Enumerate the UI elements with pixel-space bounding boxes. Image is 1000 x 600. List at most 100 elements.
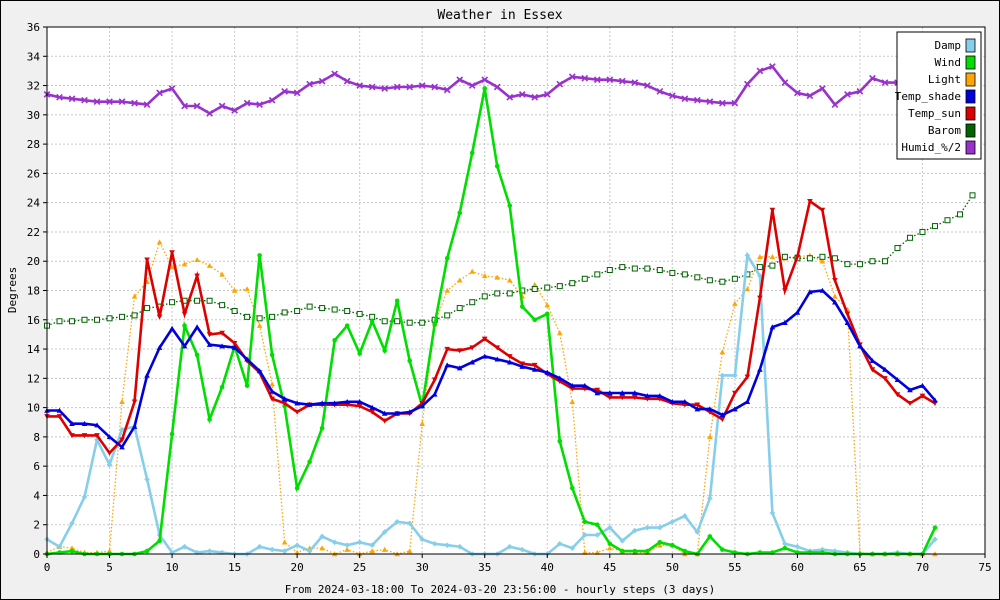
- data-point: [106, 434, 113, 440]
- data-point: [544, 311, 550, 317]
- data-point: [794, 254, 801, 260]
- data-point: [844, 319, 851, 325]
- data-point: [531, 362, 538, 368]
- data-point: [93, 98, 101, 106]
- data-point: [106, 548, 113, 554]
- legend-entry-label: Humid_%/2: [901, 141, 961, 154]
- data-point: [281, 88, 288, 95]
- data-point: [581, 382, 588, 388]
- data-point: [856, 261, 863, 268]
- data-point: [494, 345, 501, 351]
- data-point: [394, 518, 400, 525]
- data-point: [381, 85, 389, 92]
- data-point: [919, 393, 926, 399]
- x-tick-label: 50: [666, 561, 679, 574]
- data-point: [632, 395, 638, 401]
- data-point: [832, 293, 838, 299]
- legend-entry-label: Damp: [935, 39, 962, 52]
- data-point: [794, 89, 801, 97]
- data-point: [381, 410, 388, 416]
- data-point: [881, 258, 888, 265]
- data-point: [231, 344, 238, 350]
- data-point: [519, 546, 526, 553]
- data-point: [181, 102, 188, 110]
- data-point: [694, 529, 701, 535]
- data-point: [719, 349, 726, 355]
- data-point: [181, 343, 188, 349]
- data-point: [757, 295, 763, 301]
- data-point: [194, 324, 200, 330]
- data-point: [969, 192, 976, 199]
- data-point: [806, 92, 814, 100]
- data-point: [206, 262, 213, 268]
- data-point: [645, 548, 650, 554]
- data-point: [782, 540, 788, 547]
- data-point: [607, 545, 613, 551]
- data-point: [494, 163, 500, 169]
- y-axis-label: Degrees: [6, 267, 19, 313]
- chart-title: Weather in Essex: [437, 8, 562, 23]
- data-point: [256, 315, 263, 322]
- data-point: [106, 315, 113, 322]
- data-point: [531, 281, 538, 287]
- y-tick-label: 24: [27, 197, 41, 210]
- data-point: [781, 79, 789, 86]
- y-tick-label: 0: [33, 548, 40, 561]
- data-point: [381, 529, 388, 535]
- data-point: [306, 80, 314, 88]
- data-point: [669, 518, 676, 525]
- grid: [47, 27, 985, 554]
- data-point: [544, 302, 551, 308]
- data-point: [731, 99, 739, 107]
- data-point: [819, 85, 826, 92]
- data-point: [831, 255, 838, 262]
- data-point: [106, 461, 113, 468]
- data-point: [518, 90, 526, 98]
- data-point: [919, 228, 926, 235]
- data-point: [894, 245, 901, 252]
- data-point: [706, 98, 714, 106]
- data-point: [757, 273, 763, 279]
- data-point: [919, 382, 926, 388]
- data-point: [769, 63, 776, 70]
- data-point: [732, 372, 738, 379]
- x-tick-label: 55: [728, 561, 741, 574]
- data-point: [607, 390, 613, 396]
- x-axis-label: From 2024-03-18:00 To 2024-03-20 23:56:0…: [285, 583, 715, 596]
- data-point: [81, 494, 88, 500]
- data-point: [206, 332, 213, 338]
- data-point: [581, 74, 589, 82]
- data-point: [757, 366, 763, 372]
- data-point: [494, 290, 501, 297]
- data-point: [532, 317, 538, 323]
- data-point: [68, 95, 76, 103]
- data-point: [807, 289, 813, 295]
- data-point: [331, 306, 338, 313]
- data-point: [206, 110, 213, 117]
- data-point: [294, 400, 300, 406]
- data-point: [81, 316, 88, 323]
- data-point: [657, 539, 663, 545]
- data-point: [94, 437, 100, 443]
- data-point: [744, 286, 751, 292]
- data-point: [582, 519, 588, 525]
- data-point: [106, 98, 113, 106]
- y-tick-label: 34: [27, 50, 41, 63]
- data-point: [669, 269, 676, 276]
- data-point: [456, 365, 463, 371]
- data-point: [619, 395, 626, 401]
- data-point: [681, 271, 688, 278]
- series-layer: [43, 63, 976, 557]
- data-point: [670, 542, 675, 548]
- data-point: [144, 476, 150, 483]
- legend-swatch: [965, 55, 976, 70]
- data-point: [231, 287, 238, 293]
- data-point: [94, 422, 100, 428]
- data-point: [657, 524, 663, 531]
- data-point: [393, 83, 401, 91]
- data-point: [69, 548, 75, 554]
- data-point: [281, 539, 288, 545]
- data-point: [956, 211, 963, 218]
- data-point: [81, 96, 88, 104]
- data-point: [431, 83, 439, 91]
